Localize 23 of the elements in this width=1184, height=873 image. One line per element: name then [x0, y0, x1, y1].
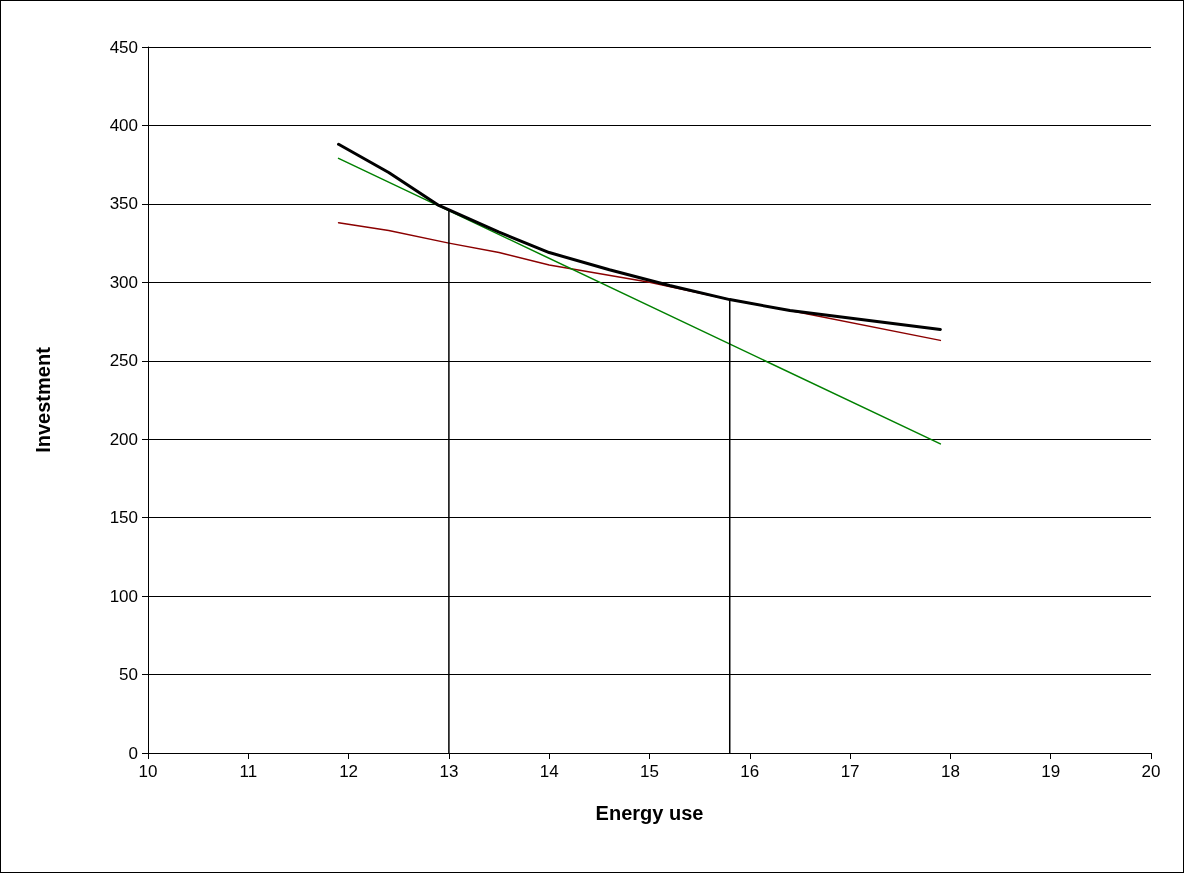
y-tick-label: 450 — [109, 37, 138, 57]
x-tick-label: 16 — [740, 762, 760, 781]
x-tick-label: 13 — [439, 762, 459, 781]
x-tick-label: 10 — [138, 762, 158, 781]
y-tick-label: 200 — [109, 429, 138, 449]
y-tick-label: 100 — [109, 586, 138, 606]
y-tick-label: 150 — [109, 508, 138, 528]
y-tick-label: 50 — [119, 665, 138, 685]
y-tick-label: 0 — [128, 743, 138, 763]
x-tick-label: 18 — [940, 762, 960, 781]
x-tick-label: 15 — [640, 762, 659, 781]
x-tick-label: 14 — [539, 762, 559, 781]
x-tick-label: 17 — [840, 762, 860, 781]
y-tick-label: 400 — [109, 115, 138, 135]
x-tick-label: 20 — [1141, 762, 1161, 781]
y-tick-label: 300 — [109, 272, 138, 292]
x-tick-label: 12 — [339, 762, 359, 781]
y-axis-title: Investment — [32, 346, 54, 453]
y-tick-label: 250 — [109, 351, 138, 371]
x-tick-label: 19 — [1041, 762, 1061, 781]
x-tick-label: 11 — [239, 762, 258, 781]
y-tick-label: 350 — [109, 194, 138, 214]
x-axis-title: Energy use — [595, 802, 704, 824]
